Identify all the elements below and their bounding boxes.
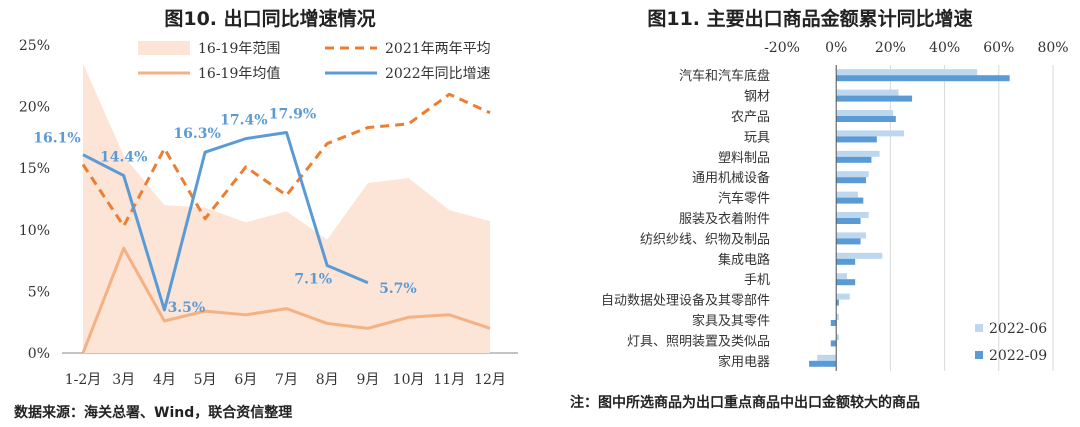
right-note: 注：图中所选商品为出口重点商品中出口金额较大的商品 [570, 395, 920, 411]
bar-2022-09 [836, 299, 839, 306]
bar-2022-06 [836, 130, 904, 137]
data-label: 17.9% [269, 106, 316, 122]
legend-label: 2022-09 [989, 348, 1047, 364]
left-chart: 0% 5% 10% 15% 20% 25% 1-2月 3月 4月 5月 6月 7月 8月 9月 10月 11月… [19, 38, 518, 388]
bar-2022-09 [836, 238, 861, 245]
right-chart: -20% 0% 20% 40% 60% 80% 汽车和汽车底盘钢材农产品玩具塑料制品通用机械… [601, 40, 1069, 371]
data-label: 7.1% [294, 272, 332, 288]
category-label: 自动数据处理设备及其零部件 [601, 293, 770, 309]
bar-2022-06 [836, 191, 858, 198]
data-label: 5.7% [379, 281, 417, 297]
category-label: 灯具、照明装置及类似品 [627, 334, 770, 349]
bar-2022-09 [836, 177, 867, 184]
x-tick-label: 40% [929, 40, 960, 56]
bar-2022-09 [836, 116, 896, 122]
data-label: 17.4% [220, 113, 267, 129]
y-tick-label: 5% [28, 284, 50, 300]
x-tick-label: 5月 [194, 372, 217, 388]
x-tick-label: 11月 [433, 372, 465, 388]
bar-2022-09 [830, 320, 837, 326]
data-label: 16.3% [173, 126, 220, 142]
x-tick-label: 0% [825, 40, 847, 56]
category-label: 家用电器 [718, 354, 770, 370]
category-label: 集成电路 [718, 252, 770, 268]
bar-2022-06 [836, 252, 883, 259]
category-label: 纺织纱线、织物及制品 [640, 232, 770, 247]
bar-2022-09 [809, 360, 837, 367]
y-tick-label: 15% [19, 161, 50, 177]
legend-swatch [975, 351, 983, 359]
bar-2022-06 [836, 110, 894, 116]
data-label: 14.4% [100, 150, 147, 166]
category-label: 塑料制品 [718, 151, 770, 166]
legend-swatch [138, 41, 190, 55]
legend-swatch [975, 324, 983, 332]
bar-2022-09 [836, 95, 913, 102]
legend-label: 2022-06 [989, 321, 1047, 337]
x-tick-label: 80% [1037, 40, 1068, 56]
bar-2022-09 [836, 258, 856, 265]
category-label: 手机 [744, 273, 770, 288]
x-tick-label: 4月 [153, 372, 176, 388]
data-label: 16.1% [33, 131, 80, 147]
bar-2022-06 [817, 354, 837, 361]
legend-label: 16-19年均值 [198, 66, 280, 82]
bar-2022-09 [836, 197, 864, 204]
x-tick-label: 60% [983, 40, 1014, 56]
category-label: 服装及衣着附件 [679, 211, 770, 227]
bar-2022-06 [836, 273, 848, 280]
bar-2022-09 [830, 340, 837, 347]
bar-2022-06 [836, 150, 880, 157]
x-tick-label: 6月 [234, 372, 257, 388]
category-label: 农产品 [731, 110, 770, 125]
y-tick-label: 10% [19, 223, 50, 239]
range-area-series [83, 63, 490, 353]
x-tick-label: 10月 [393, 372, 425, 388]
bar-2022-09 [836, 136, 877, 143]
x-tick-label: 20% [875, 40, 906, 56]
y-tick-label: 20% [19, 100, 50, 116]
series-line-3 [82, 130, 369, 312]
bar-2022-06 [836, 314, 839, 320]
bar-2022-06 [836, 171, 869, 178]
x-tick-label: 12月 [474, 372, 506, 388]
left-panel: 图10. 出口同比增速情况 0% 5% 10% 15% 20% 25% 1-2月 3月 4月 5月… [14, 8, 518, 421]
category-label: 玩具 [744, 130, 770, 145]
data-label: 3.5% [168, 300, 206, 316]
legend-label: 2022年同比增速 [385, 66, 491, 82]
series-line-1 [81, 92, 491, 228]
x-tick-label: 9月 [356, 372, 379, 388]
bar-2022-06 [836, 232, 867, 239]
bar-2022-06 [836, 89, 899, 96]
bar-2022-09 [836, 156, 872, 163]
bar-2022-06 [836, 212, 869, 218]
y-tick-label: 0% [28, 346, 50, 362]
category-label: 通用机械设备 [692, 170, 770, 186]
bar-2022-09 [836, 218, 861, 224]
category-label: 汽车零件 [718, 191, 770, 207]
category-label: 家具及其零件 [692, 313, 770, 329]
x-tick-label: 1-2月 [65, 372, 102, 388]
legend-label: 16-19年范围 [198, 40, 280, 57]
x-tick-label: -20% [764, 40, 800, 56]
x-tick-label: 8月 [316, 372, 339, 388]
series-line-2 [81, 246, 491, 354]
y-tick-label: 25% [19, 38, 50, 54]
legend-label: 2021年两年平均 [385, 41, 491, 57]
bar-2022-09 [836, 75, 1010, 82]
bar-2022-06 [836, 69, 978, 76]
bar-2022-06 [836, 293, 850, 300]
bar-2022-06 [836, 334, 839, 341]
category-label: 汽车和汽车底盘 [679, 68, 770, 84]
category-label: 钢材 [744, 90, 770, 105]
x-tick-label: 7月 [275, 372, 298, 388]
right-panel: 图11. 主要出口商品金额累计同比增速 -20% 0% 20% 40% 60% 80% 汽车… [540, 0, 1080, 427]
source-note: 数据来源：海关总署、Wind，联合资信整理 [14, 405, 293, 421]
x-tick-label: 3月 [112, 372, 135, 388]
bar-2022-09 [836, 279, 856, 286]
right-chart-title: 图11. 主要出口商品金额累计同比增速 [647, 8, 973, 30]
left-chart-title: 图10. 出口同比增速情况 [164, 8, 376, 30]
